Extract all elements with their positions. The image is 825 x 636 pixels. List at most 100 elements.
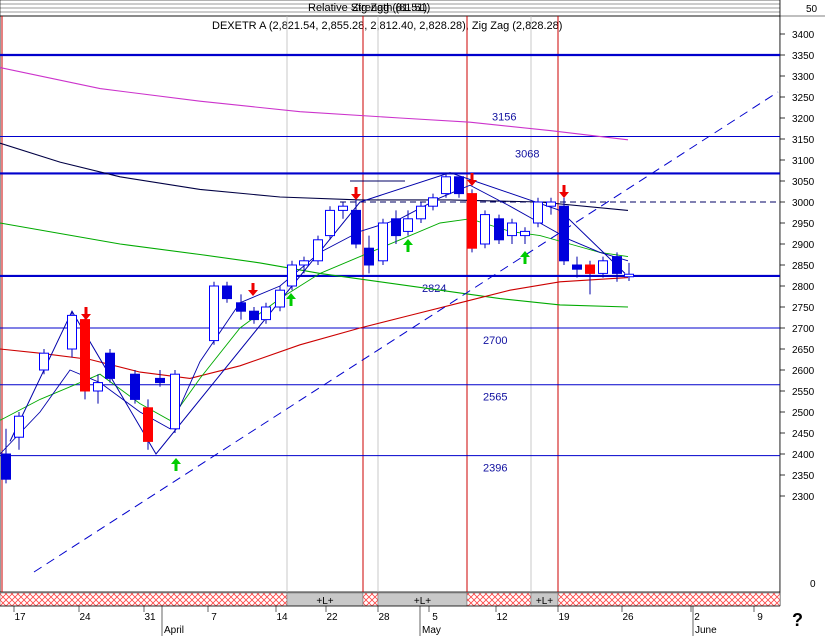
candle-body	[378, 222, 388, 262]
level-label: 2565	[483, 392, 507, 404]
y-tick-label: 2300	[792, 492, 815, 503]
y-tick-label: 2500	[792, 408, 815, 419]
x-month-label: June	[695, 625, 717, 636]
signal-bar-segment	[362, 592, 379, 607]
level-label: 3156	[492, 111, 516, 123]
level-label: 2396	[483, 463, 507, 475]
y-tick-label: 2350	[792, 471, 815, 482]
zigzag-line	[9, 172, 626, 455]
sell-signal-arrow	[351, 187, 361, 200]
candle-body	[249, 310, 259, 321]
candle-body	[325, 209, 335, 237]
candle-body	[364, 247, 374, 266]
level-label: 3068	[515, 148, 539, 160]
candle-body	[585, 264, 595, 274]
candle-body	[222, 285, 232, 300]
buy-signal-arrow	[403, 239, 413, 252]
candle-body	[624, 273, 634, 278]
y-tick-label: 3350	[792, 51, 815, 62]
candle-body	[170, 373, 180, 430]
x-tick-label: 9	[757, 612, 763, 623]
trendline-dashed	[33, 91, 779, 573]
overlap-legend: Relative Strength (81.51)	[308, 2, 430, 14]
signal-bar-label: +L+	[316, 596, 333, 607]
x-tick-label: 26	[622, 612, 634, 623]
x-tick-label: 31	[144, 612, 156, 623]
candle-body	[338, 205, 348, 211]
sell-signal-arrow	[81, 307, 91, 320]
sell-signal-arrow	[467, 173, 477, 186]
plot-area	[0, 15, 781, 593]
buy-signal-arrow	[171, 458, 181, 471]
y-tick-label: 3300	[792, 72, 815, 83]
x-tick-label: 28	[378, 612, 390, 623]
x-tick-label: 17	[14, 612, 26, 623]
candle-body	[105, 352, 115, 379]
y-tick-label: 2850	[792, 261, 815, 272]
candle-body	[441, 176, 451, 195]
x-tick-label: 24	[79, 612, 91, 623]
candle-body	[391, 218, 401, 237]
candle-body	[236, 302, 246, 312]
candle-body	[454, 176, 464, 195]
candle-body	[313, 239, 323, 262]
y-tick-label: 2400	[792, 450, 815, 461]
y-tick-label: 2600	[792, 366, 815, 377]
y-tick-label: 2450	[792, 429, 815, 440]
candle-body	[494, 218, 504, 241]
y-tick-label: 3200	[792, 114, 815, 125]
candle-body	[507, 222, 517, 237]
candle-body	[533, 201, 543, 224]
signal-bar-label: +L+	[414, 596, 431, 607]
signal-bar-label: +L+	[536, 596, 553, 607]
candle-body	[403, 218, 413, 232]
sell-signal-arrow	[559, 185, 569, 198]
y-axis-panel	[780, 0, 825, 606]
y-tick-label: 3000	[792, 198, 815, 209]
candle-body	[559, 205, 569, 262]
y-tick-label: 2800	[792, 282, 815, 293]
candle-body	[287, 264, 297, 287]
sell-signal-arrow	[248, 283, 258, 296]
signal-bar-segment	[0, 592, 288, 607]
y-tick-label: 0	[810, 579, 816, 590]
help-button[interactable]: ?	[792, 610, 803, 630]
candle-body	[351, 209, 361, 245]
x-month-label: April	[164, 625, 184, 636]
y-tick-label: 2700	[792, 324, 815, 335]
ma-slow-line	[0, 222, 629, 308]
candle-body	[261, 306, 271, 321]
y-tick-label: 3400	[792, 30, 815, 41]
level-label: 2700	[483, 335, 507, 347]
y-tick-label: 3100	[792, 156, 815, 167]
candle-body	[143, 407, 153, 442]
candle-body	[520, 230, 530, 237]
ma-long-line	[0, 67, 629, 141]
candle-body	[39, 352, 49, 371]
candle-body	[612, 256, 622, 274]
candle-body	[416, 205, 426, 220]
y-tick-label: 2900	[792, 240, 815, 251]
x-tick-label: 5	[432, 612, 438, 623]
x-tick-label: 7	[211, 612, 217, 623]
candle-body	[80, 319, 90, 392]
x-tick-label: 12	[496, 612, 508, 623]
x-tick-label: 14	[276, 612, 288, 623]
buy-signal-arrow	[520, 251, 530, 264]
candle-body	[130, 373, 140, 400]
candle-body	[467, 193, 477, 249]
ma-mid-line	[0, 142, 629, 211]
y-tick-label: 3050	[792, 177, 815, 188]
legend-text: DEXETR A (2,821.54, 2,855.28, 2,812.40, …	[212, 20, 562, 32]
candle-body	[428, 197, 438, 207]
overlap-legend-2: Zig Zag (81.51)	[352, 2, 427, 14]
y-tick-label: 2750	[792, 303, 815, 314]
buy-signal-arrow	[286, 293, 296, 306]
y-tick-label: 2950	[792, 219, 815, 230]
x-tick-label: 19	[558, 612, 570, 623]
candle-body	[275, 289, 285, 308]
candle-body	[546, 201, 556, 207]
ma-short-blue-line	[0, 184, 629, 455]
x-tick-label: 22	[326, 612, 338, 623]
